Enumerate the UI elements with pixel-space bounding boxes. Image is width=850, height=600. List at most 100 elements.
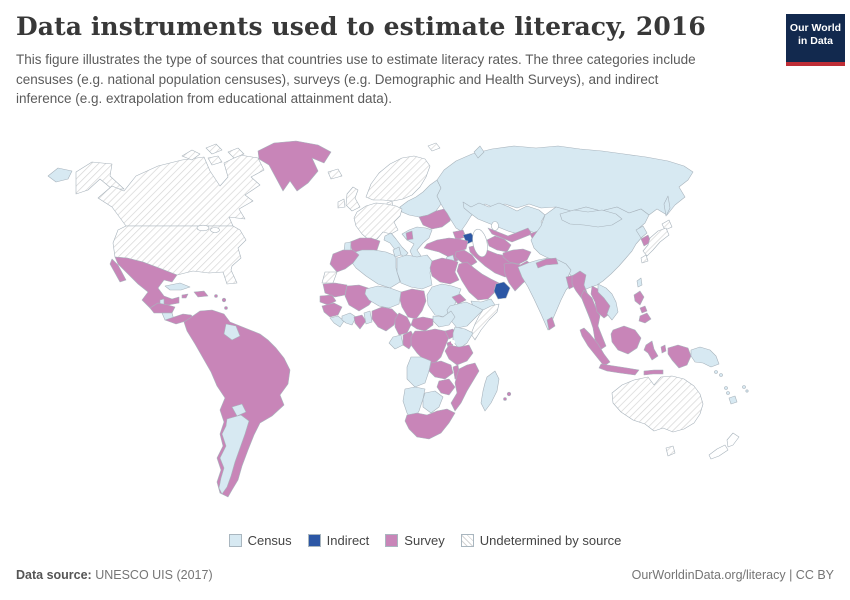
country-tanzania[interactable] bbox=[444, 344, 474, 366]
country-antilles[interactable] bbox=[221, 297, 227, 303]
owid-logo[interactable]: Our World in Data bbox=[786, 14, 845, 66]
country-guinea[interactable] bbox=[321, 302, 343, 318]
country-mozambique[interactable] bbox=[450, 362, 480, 412]
footer-link[interactable]: OurWorldinData.org/literacy bbox=[631, 568, 786, 582]
country-zimbabwe[interactable] bbox=[436, 378, 456, 396]
country-tasmania[interactable] bbox=[665, 445, 676, 457]
country-togo-benin[interactable] bbox=[363, 310, 373, 325]
country-chad[interactable] bbox=[399, 288, 427, 320]
country-car[interactable] bbox=[410, 316, 434, 332]
country-fiji[interactable] bbox=[742, 385, 746, 389]
legend-item-survey[interactable]: Survey bbox=[385, 533, 445, 548]
country-antilles[interactable] bbox=[224, 306, 228, 310]
country-south-sudan[interactable] bbox=[432, 310, 456, 328]
country-mexico[interactable] bbox=[114, 256, 180, 309]
country-sulawesi[interactable] bbox=[643, 340, 659, 361]
legend-item-indirect[interactable]: Indirect bbox=[307, 533, 369, 548]
country-vanuatu[interactable] bbox=[724, 386, 728, 390]
country-niger[interactable] bbox=[364, 285, 402, 309]
country-philippines[interactable] bbox=[638, 312, 652, 324]
country-japan[interactable] bbox=[640, 254, 649, 264]
country-libya[interactable] bbox=[396, 254, 433, 290]
country-reunion[interactable] bbox=[503, 397, 507, 401]
country-ireland[interactable] bbox=[337, 198, 346, 209]
country-ghana[interactable] bbox=[353, 314, 367, 330]
country-namibia[interactable] bbox=[402, 386, 426, 422]
country-papua-new-guinea[interactable] bbox=[690, 346, 720, 368]
country-vietnam[interactable] bbox=[597, 283, 619, 321]
country-serbia[interactable] bbox=[405, 230, 414, 241]
country-australia[interactable] bbox=[611, 375, 704, 433]
country-hispaniola[interactable] bbox=[193, 290, 209, 298]
country-botswana[interactable] bbox=[422, 390, 444, 414]
country-madagascar[interactable] bbox=[480, 370, 500, 412]
country-novaya-zemlya[interactable] bbox=[473, 145, 485, 159]
country-morocco[interactable] bbox=[329, 249, 360, 273]
country-new-zealand[interactable] bbox=[708, 444, 729, 460]
country-cuba[interactable] bbox=[164, 282, 191, 291]
country-philippines[interactable] bbox=[639, 305, 648, 314]
country-cote-divoire[interactable] bbox=[341, 312, 357, 326]
country-jamaica[interactable] bbox=[181, 293, 189, 299]
country-south-america[interactable] bbox=[183, 309, 291, 498]
country-kazakhstan[interactable] bbox=[462, 201, 547, 235]
country-uk[interactable] bbox=[345, 186, 361, 212]
country-japan[interactable] bbox=[642, 227, 670, 257]
country-sakhalin[interactable] bbox=[663, 195, 671, 217]
country-west-europe[interactable] bbox=[353, 202, 403, 241]
country-lesser-sunda[interactable] bbox=[643, 369, 664, 376]
country-canada[interactable] bbox=[97, 154, 265, 227]
country-mauritania[interactable] bbox=[322, 282, 348, 298]
country-sierra-leone-liberia[interactable] bbox=[329, 315, 345, 328]
legend-item-undetermined[interactable]: Undetermined by source bbox=[460, 533, 621, 548]
country-zambia[interactable] bbox=[428, 360, 454, 380]
country-canadian-arctic[interactable] bbox=[181, 149, 201, 161]
country-argentina[interactable] bbox=[218, 414, 250, 495]
country-scandinavia[interactable] bbox=[365, 155, 431, 202]
country-new-caledonia[interactable] bbox=[728, 395, 738, 405]
country-somalia[interactable] bbox=[470, 303, 500, 341]
country-iceland[interactable] bbox=[327, 168, 343, 180]
country-solomon[interactable] bbox=[719, 373, 723, 377]
country-tunisia[interactable] bbox=[392, 246, 402, 258]
country-iraq[interactable] bbox=[454, 249, 478, 268]
country-puerto-rico[interactable] bbox=[214, 294, 218, 298]
country-fiji[interactable] bbox=[745, 389, 749, 393]
country-taiwan[interactable] bbox=[636, 277, 643, 288]
country-afghanistan[interactable] bbox=[502, 248, 532, 265]
country-new-zealand[interactable] bbox=[726, 432, 740, 448]
country-japan[interactable] bbox=[661, 219, 673, 231]
country-china[interactable] bbox=[530, 206, 650, 291]
country-paraguay[interactable] bbox=[231, 403, 247, 417]
legend-item-census[interactable]: Census bbox=[228, 533, 292, 548]
country-india[interactable] bbox=[517, 257, 573, 331]
country-oman[interactable] bbox=[493, 281, 511, 300]
country-guyana[interactable] bbox=[223, 323, 241, 341]
country-west-papua[interactable] bbox=[667, 344, 692, 369]
country-mongolia[interactable] bbox=[559, 209, 623, 228]
country-philippines[interactable] bbox=[633, 290, 645, 306]
country-chukotka[interactable] bbox=[47, 167, 73, 183]
country-kenya[interactable] bbox=[452, 326, 474, 350]
country-moluccas[interactable] bbox=[660, 344, 667, 354]
country-sri-lanka[interactable] bbox=[546, 316, 556, 331]
country-canadian-arctic[interactable] bbox=[207, 155, 223, 166]
country-guatemala-honduras[interactable] bbox=[149, 302, 176, 314]
country-angola[interactable] bbox=[406, 356, 432, 388]
country-north-korea[interactable] bbox=[635, 225, 648, 239]
country-western-sahara[interactable] bbox=[321, 271, 338, 284]
country-baja[interactable] bbox=[109, 258, 127, 283]
country-malaysia-borneo[interactable] bbox=[610, 325, 642, 355]
country-drc[interactable] bbox=[410, 328, 450, 366]
country-solomon[interactable] bbox=[714, 370, 718, 374]
country-south-africa[interactable] bbox=[404, 408, 456, 440]
country-mauritius[interactable] bbox=[506, 391, 512, 397]
country-java[interactable] bbox=[598, 363, 640, 376]
country-cameroon[interactable] bbox=[394, 312, 412, 336]
country-senegal[interactable] bbox=[319, 294, 337, 306]
country-turkmenistan[interactable] bbox=[486, 235, 512, 253]
country-canadian-arctic[interactable] bbox=[227, 147, 245, 159]
country-nigeria[interactable] bbox=[371, 306, 399, 332]
country-svalbard[interactable] bbox=[427, 142, 441, 152]
country-gabon[interactable] bbox=[388, 334, 404, 350]
